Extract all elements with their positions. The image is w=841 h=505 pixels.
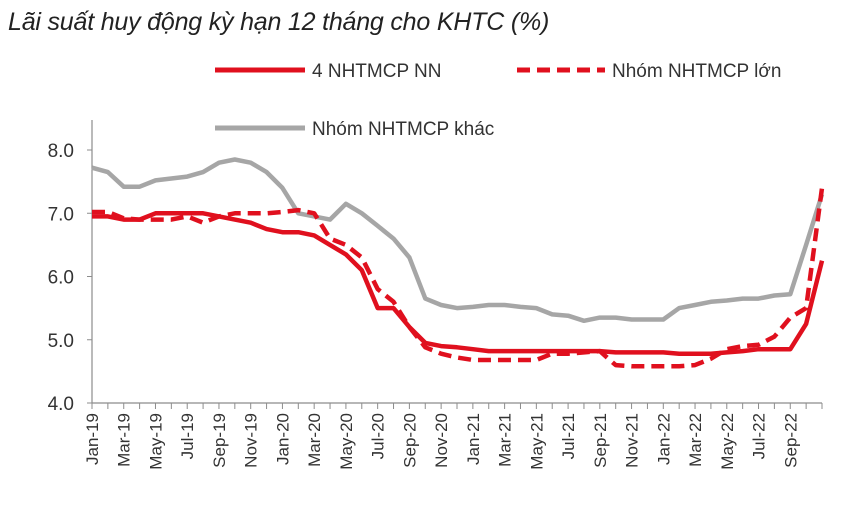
x-tick-label: Jul-22	[750, 413, 769, 459]
x-tick-label: Jan-22	[654, 413, 673, 465]
x-tick-label: Nov-21	[623, 413, 642, 468]
series-layer	[91, 157, 825, 369]
x-tick-label: Mar-22	[686, 413, 705, 467]
legend-label-3: Nhóm NHTMCP khác	[312, 119, 494, 140]
y-tick-label: 8.0	[48, 141, 74, 162]
x-tick-label: Nov-19	[242, 413, 261, 468]
x-tick-label: Sep-22	[781, 413, 800, 468]
x-tick-label: Mar-21	[496, 413, 515, 467]
x-tick-label: Jan-21	[464, 413, 483, 465]
x-tick-label: Jul-19	[178, 413, 197, 459]
x-tick-label: Jul-21	[559, 413, 578, 459]
x-tick-label: May-22	[718, 413, 737, 470]
x-tick-label: Mar-20	[305, 413, 324, 467]
y-tick-label: 7.0	[48, 204, 74, 225]
y-tick-label: 6.0	[48, 268, 74, 289]
x-tick-label: Nov-20	[432, 413, 451, 468]
x-tick-label: Jan-19	[83, 413, 102, 465]
y-tick-label: 4.0	[48, 394, 74, 415]
legend-label-2: Nhóm NHTMCP lớn	[612, 61, 781, 82]
x-tick-label: Sep-20	[400, 413, 419, 468]
x-tick-label: Jan-20	[273, 413, 292, 465]
x-tick-label: Mar-19	[115, 413, 134, 467]
x-tick-label: Sep-21	[591, 413, 610, 468]
chart-title: Lãi suất huy động kỳ hạn 12 tháng cho KH…	[8, 8, 550, 36]
x-tick-label: Sep-19	[210, 413, 229, 468]
series-line-3	[91, 157, 825, 324]
series-line-2	[92, 187, 825, 369]
chart-axes: 4.0 5.0 6.0 7.0 8.0 Jan-19 Mar-19 May-19 Jul-19 S…	[48, 120, 823, 470]
chart-legend: 4 NHTMCP NN Nhóm NHTMCP lớn Nhóm NHTMCP kh…	[215, 61, 781, 140]
x-tick-label: Jul-20	[369, 413, 388, 459]
x-tick-label: May-21	[527, 413, 546, 470]
x-tick-label: May-19	[146, 413, 165, 470]
x-tick-label: May-20	[337, 413, 356, 470]
y-tick-label: 5.0	[48, 331, 74, 352]
legend-label-1: 4 NHTMCP NN	[312, 61, 442, 82]
series-line-1	[92, 211, 825, 356]
